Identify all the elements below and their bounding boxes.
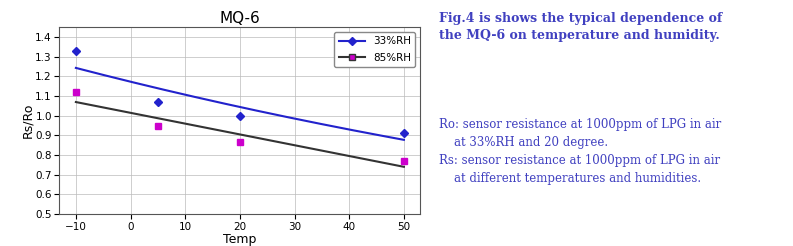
Title: MQ-6: MQ-6 [220, 11, 260, 26]
Legend: 33%RH, 85%RH: 33%RH, 85%RH [335, 32, 415, 67]
Text: Ro: sensor resistance at 1000ppm of LPG in air
    at 33%RH and 20 degree.
Rs: s: Ro: sensor resistance at 1000ppm of LPG … [439, 118, 722, 185]
Text: Fig.4 is shows the typical dependence of
the MQ-6 on temperature and humidity.: Fig.4 is shows the typical dependence of… [439, 12, 722, 42]
X-axis label: Temp: Temp [223, 233, 257, 246]
Y-axis label: Rs/Ro: Rs/Ro [21, 103, 34, 138]
